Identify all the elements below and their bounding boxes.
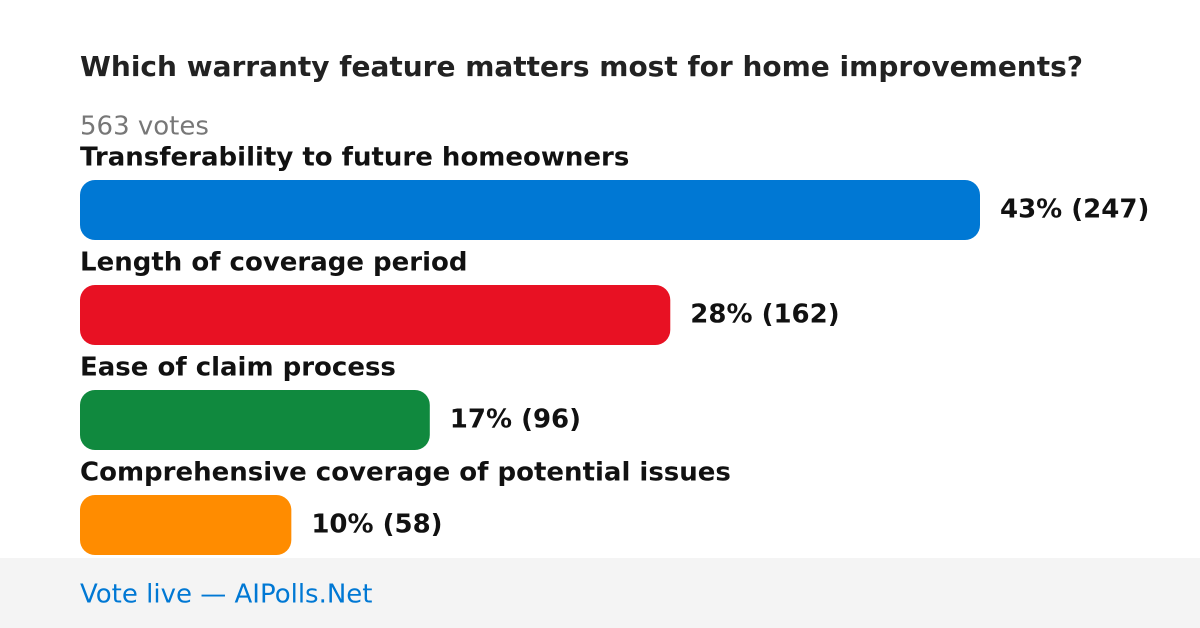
option-label: Comprehensive coverage of potential issu… bbox=[80, 458, 731, 488]
footer-bar bbox=[0, 558, 1200, 628]
option-label: Length of coverage period bbox=[80, 248, 468, 278]
value-label: 28% (162) bbox=[690, 300, 839, 330]
option-label: Transferability to future homeowners bbox=[80, 143, 629, 173]
footer-link[interactable]: Vote live — AIPolls.Net bbox=[80, 580, 373, 610]
value-label: 43% (247) bbox=[1000, 195, 1149, 225]
value-label: 10% (58) bbox=[311, 510, 442, 540]
option-label: Ease of claim process bbox=[80, 353, 396, 383]
value-label: 17% (96) bbox=[450, 405, 581, 435]
chart-title: Which warranty feature matters most for … bbox=[80, 50, 1083, 83]
bar bbox=[80, 285, 671, 345]
bar bbox=[80, 180, 980, 240]
bar bbox=[80, 495, 292, 555]
vote-total: 563 votes bbox=[80, 112, 209, 142]
bar bbox=[80, 390, 430, 450]
